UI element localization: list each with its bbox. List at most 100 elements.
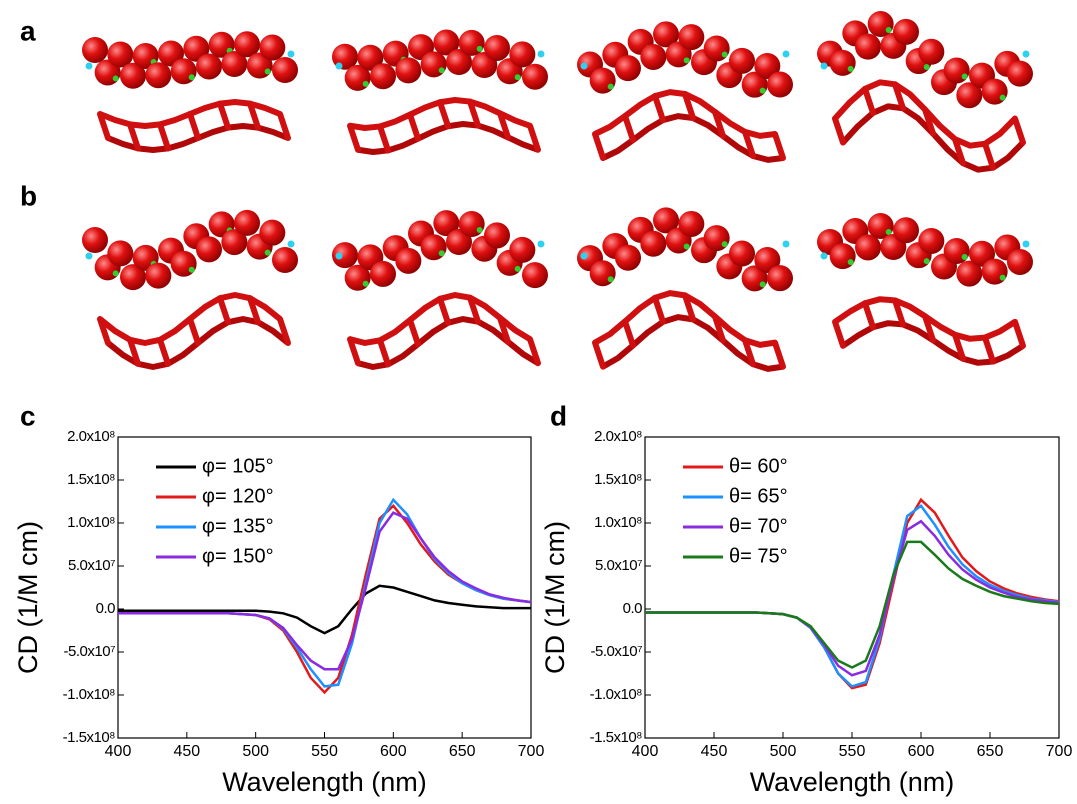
- frame-rung: [127, 336, 141, 367]
- series-line: [118, 503, 532, 695]
- frame-rung: [772, 339, 786, 370]
- y-axis-title: CD (1/M cm): [540, 521, 570, 674]
- atom: [918, 227, 945, 254]
- y-tick-label: 5.0x10⁷: [595, 557, 642, 574]
- frame-rung: [712, 108, 726, 139]
- atom-small: [607, 276, 614, 283]
- y-tick-label: -5.0x10⁷: [591, 643, 643, 660]
- frame-rung: [892, 297, 906, 328]
- atom: [522, 63, 548, 90]
- atom: [729, 240, 755, 267]
- atom: [272, 247, 298, 273]
- frame-rung: [982, 334, 996, 365]
- atom: [272, 57, 298, 83]
- atom: [259, 34, 286, 61]
- y-tick-label: 1.5x10⁸: [67, 471, 115, 488]
- frame-rung: [982, 140, 996, 171]
- atom-small: [999, 274, 1006, 281]
- frame-rung: [97, 316, 111, 346]
- atom: [893, 18, 919, 45]
- atom: [1007, 248, 1033, 275]
- frame-rung: [922, 106, 936, 137]
- atom: [589, 260, 616, 287]
- series-line: [645, 504, 1060, 688]
- legend-label: φ= 150°: [202, 545, 274, 567]
- frame-rung: [407, 111, 421, 142]
- atom-small: [438, 250, 445, 257]
- atom: [446, 49, 472, 76]
- atom: [653, 207, 679, 234]
- atom-end: [85, 252, 93, 260]
- atom-small: [961, 73, 968, 80]
- atom: [82, 227, 108, 253]
- frame-rung: [832, 318, 846, 349]
- atom: [943, 57, 970, 84]
- atom-end: [782, 50, 790, 58]
- atom: [589, 67, 616, 94]
- legend-label: θ= 70°: [729, 515, 788, 537]
- atom: [433, 29, 460, 56]
- atom-end: [1022, 240, 1030, 248]
- x-axis-title: Wavelength (nm): [750, 767, 955, 797]
- y-tick-label: 2.0x10⁸: [67, 428, 115, 445]
- frame-rung: [347, 122, 361, 153]
- y-tick-label: 1.0x10⁸: [67, 514, 115, 531]
- atom: [943, 238, 970, 265]
- atom: [867, 11, 894, 38]
- atom-end: [537, 50, 545, 58]
- frame-rung: [407, 317, 421, 348]
- frame-rung: [377, 337, 391, 368]
- atom: [767, 265, 793, 292]
- atom: [82, 37, 108, 63]
- x-tick-label: 550: [839, 743, 866, 760]
- atom: [615, 244, 641, 271]
- y-tick-label: -1.5x10⁸: [590, 729, 643, 746]
- y-tick-label: 5.0x10⁷: [68, 557, 115, 574]
- frame-rung: [592, 339, 606, 370]
- atom-end: [580, 252, 588, 260]
- atom-end: [820, 252, 828, 260]
- frame-rung: [187, 316, 201, 346]
- atom: [458, 29, 485, 56]
- atom: [1007, 60, 1033, 87]
- atom: [170, 58, 197, 85]
- x-tick-label: 700: [518, 743, 545, 760]
- atom: [829, 243, 856, 270]
- x-tick-label: 400: [105, 743, 132, 760]
- atom-end: [335, 62, 343, 70]
- atom: [855, 234, 881, 261]
- frame-rung: [127, 121, 141, 152]
- legend-label: φ= 105°: [202, 455, 274, 477]
- panel-label: c: [20, 400, 36, 431]
- atom: [484, 34, 510, 61]
- series-line: [118, 511, 532, 671]
- atom-small: [847, 259, 854, 266]
- atom: [107, 41, 134, 68]
- atom: [754, 246, 781, 273]
- atom-small: [683, 57, 690, 64]
- x-tick-label: 400: [632, 743, 659, 760]
- atom: [196, 53, 222, 80]
- atom: [893, 217, 919, 244]
- x-tick-label: 450: [173, 743, 200, 760]
- frame-rung: [652, 294, 666, 325]
- series-line: [645, 540, 1060, 669]
- atom-end: [85, 62, 93, 70]
- atom: [107, 240, 134, 267]
- atom-small: [607, 83, 614, 90]
- series-line: [645, 519, 1060, 677]
- frame-rung: [682, 292, 696, 323]
- y-tick-label: 2.0x10⁸: [594, 428, 642, 445]
- atom: [855, 33, 881, 60]
- atom-end: [287, 240, 295, 248]
- atom-small: [264, 68, 271, 75]
- y-tick-label: 0.0: [623, 600, 643, 617]
- y-tick-label: -1.0x10⁸: [63, 686, 116, 703]
- atom: [640, 43, 667, 70]
- atom-small: [514, 265, 521, 272]
- x-tick-label: 600: [380, 743, 407, 760]
- y-tick-label: -1.0x10⁸: [590, 686, 643, 703]
- x-tick-label: 650: [977, 743, 1004, 760]
- frame-rung: [247, 100, 261, 131]
